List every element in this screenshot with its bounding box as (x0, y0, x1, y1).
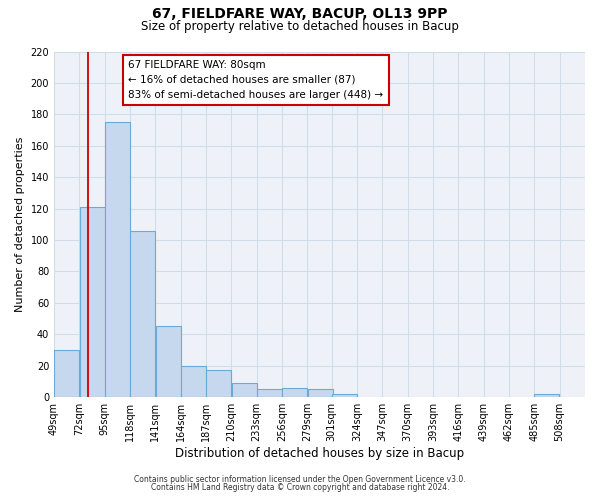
Bar (80, 207, 104, 397)
Bar (181, 366, 206, 397)
Bar (206, 370, 231, 397)
Bar (130, 230, 155, 397)
Bar (232, 383, 257, 397)
Text: 67 FIELDFARE WAY: 80sqm
← 16% of detached houses are smaller (87)
83% of semi-de: 67 FIELDFARE WAY: 80sqm ← 16% of detache… (128, 60, 383, 100)
Text: Contains public sector information licensed under the Open Government Licence v3: Contains public sector information licen… (134, 475, 466, 484)
Text: Contains HM Land Registry data © Crown copyright and database right 2024.: Contains HM Land Registry data © Crown c… (151, 484, 449, 492)
Bar (535, 394, 559, 397)
X-axis label: Distribution of detached houses by size in Bacup: Distribution of detached houses by size … (175, 447, 464, 460)
Bar (155, 326, 181, 397)
Bar (105, 122, 130, 397)
Text: 67, FIELDFARE WAY, BACUP, OL13 9PP: 67, FIELDFARE WAY, BACUP, OL13 9PP (152, 8, 448, 22)
Bar (332, 394, 357, 397)
Bar (282, 388, 307, 397)
Y-axis label: Number of detached properties: Number of detached properties (15, 136, 25, 312)
Text: Size of property relative to detached houses in Bacup: Size of property relative to detached ho… (141, 20, 459, 33)
Bar (257, 390, 282, 397)
Bar (308, 390, 332, 397)
Bar (54, 350, 79, 397)
